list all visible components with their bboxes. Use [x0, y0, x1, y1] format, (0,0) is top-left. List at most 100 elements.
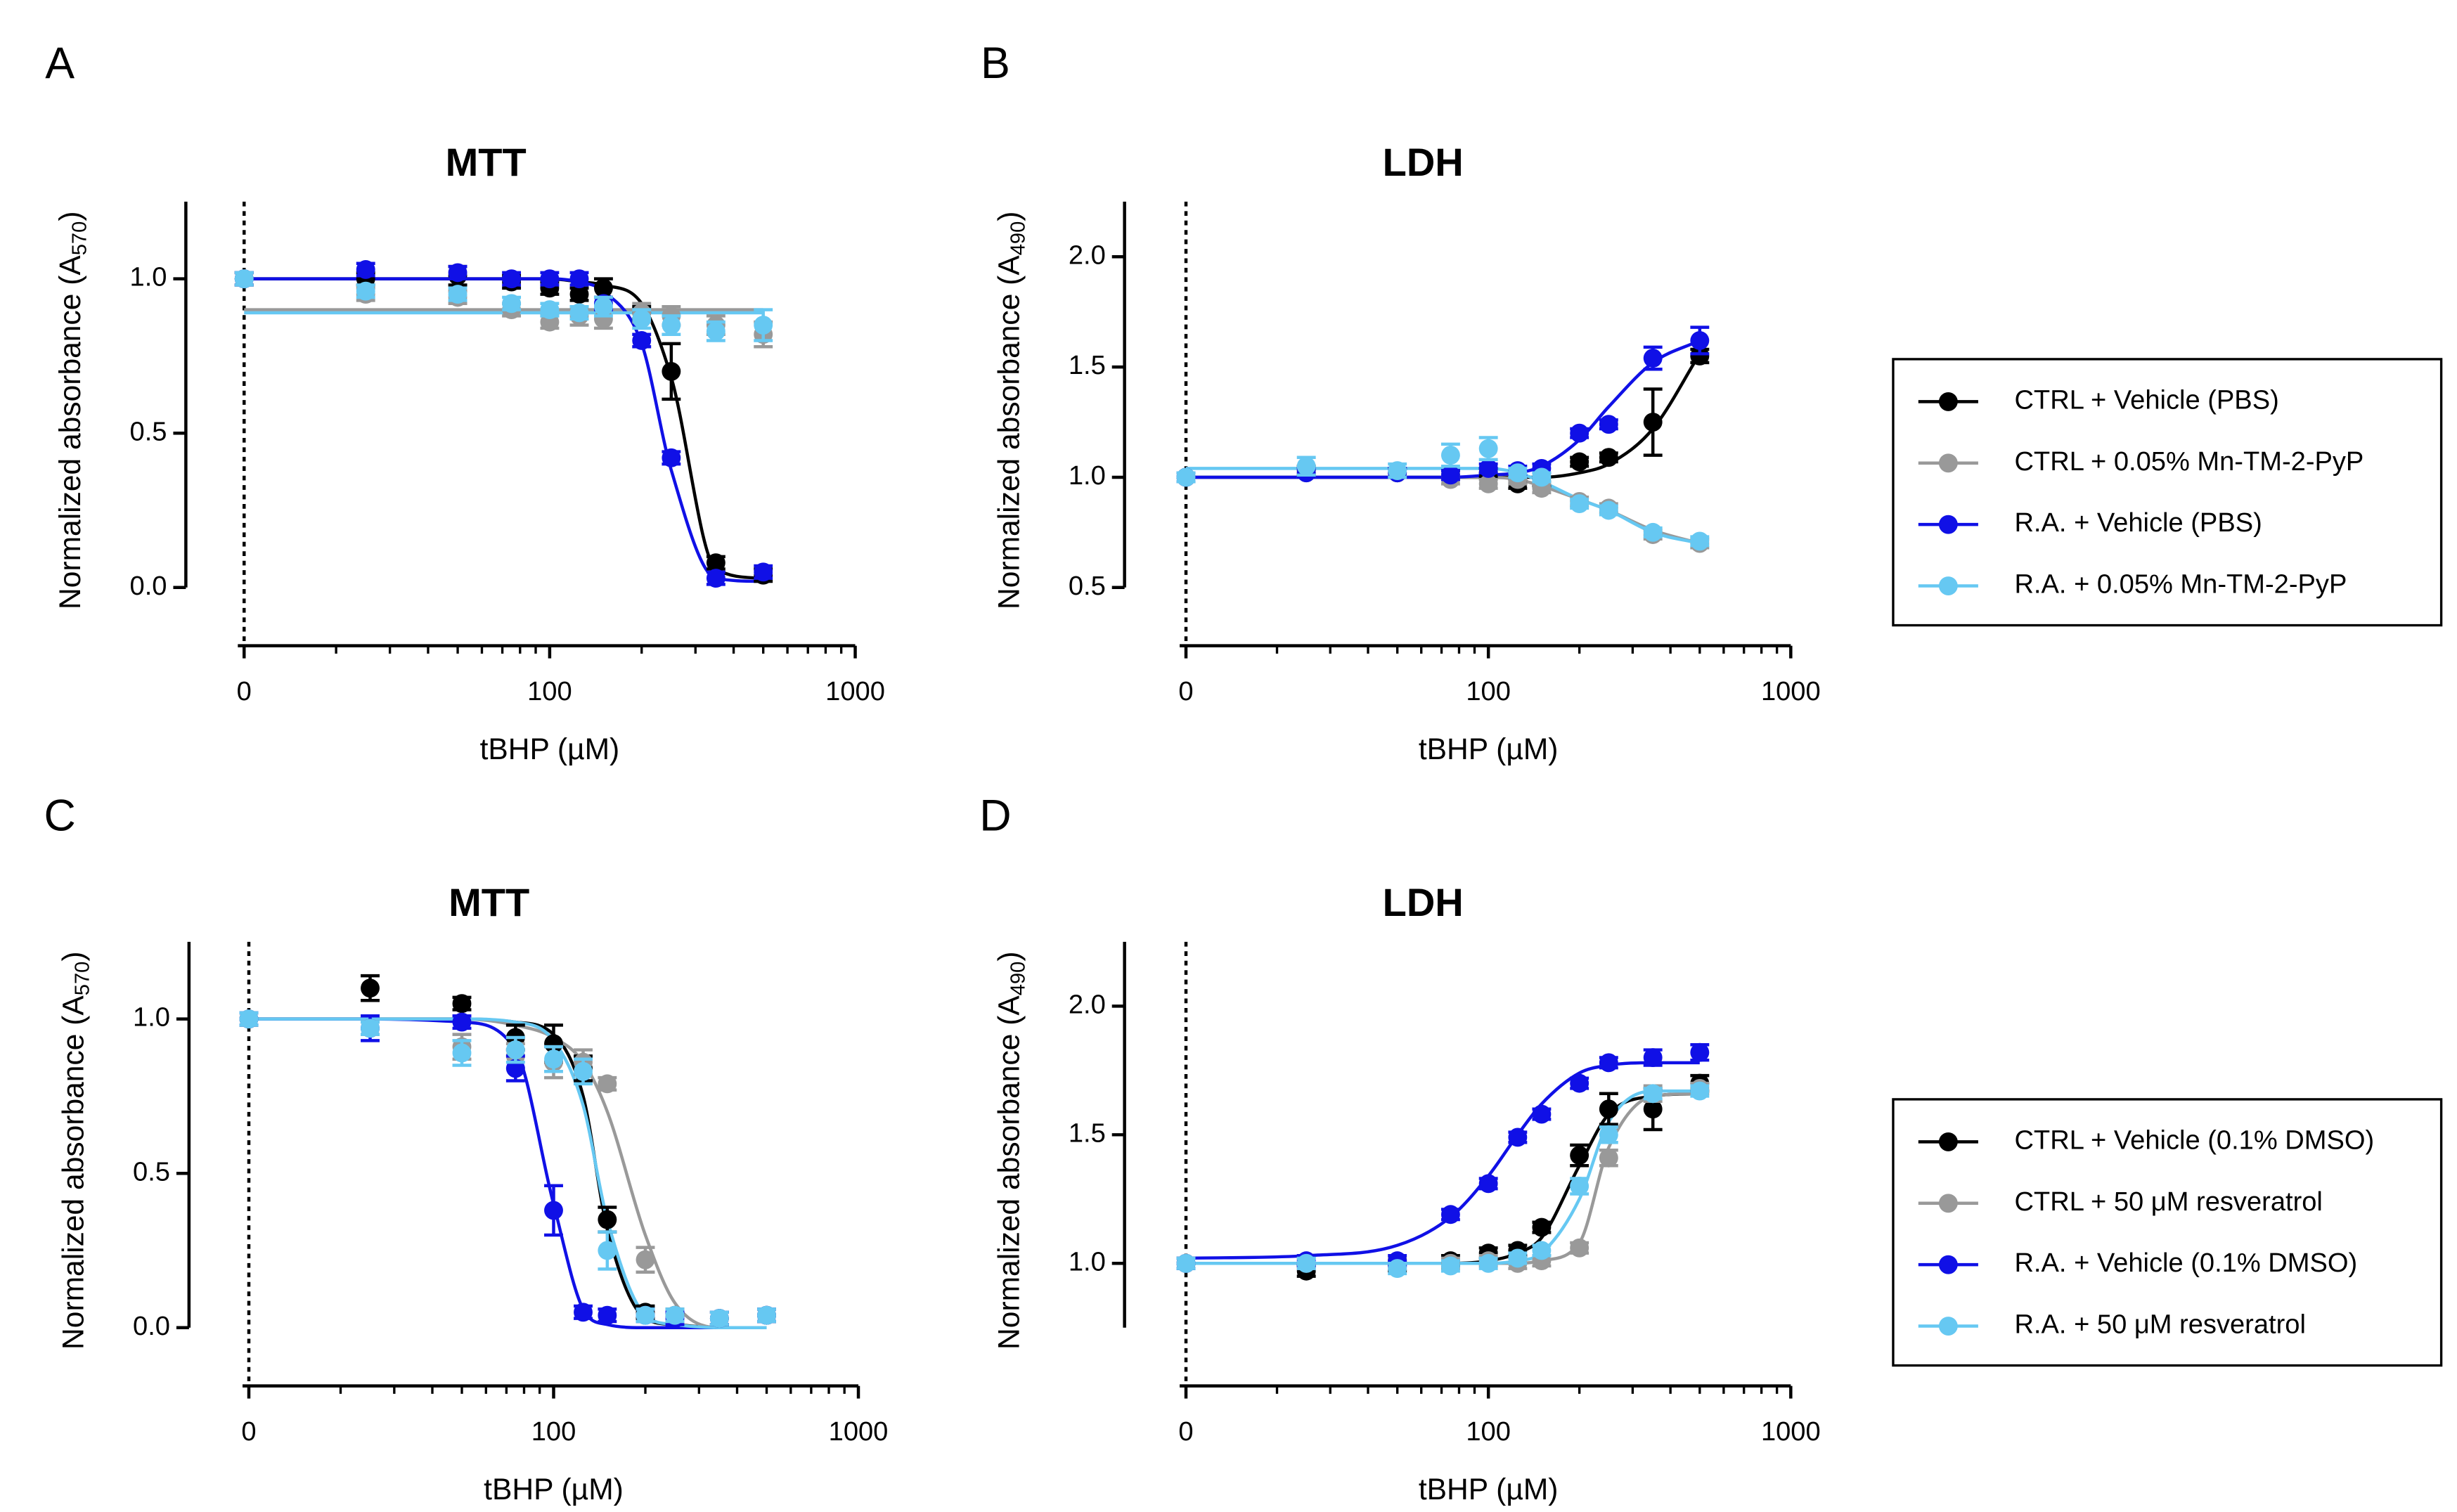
fit-curve: [244, 277, 763, 580]
point: [544, 1049, 563, 1069]
legend-label: R.A. + Vehicle (0.1% DMSO): [2014, 1248, 2357, 1278]
point: [1599, 448, 1618, 467]
point: [1478, 439, 1498, 458]
legend-marker: [1938, 1317, 1958, 1336]
x-tick-label: 100: [527, 677, 572, 706]
point: [754, 316, 773, 335]
legend-marker: [1938, 1255, 1958, 1274]
y-tick-label: 2.0: [1069, 990, 1106, 1019]
point: [593, 278, 613, 298]
point: [452, 1012, 472, 1032]
point: [1532, 1104, 1552, 1124]
point: [636, 1250, 655, 1269]
point: [1643, 1048, 1663, 1067]
legend-marker: [1938, 453, 1958, 473]
point: [234, 269, 254, 289]
y-axis-label-part: Normalized absorbance (A: [57, 995, 91, 1350]
x-axis-label: tBHP (µM): [1419, 1473, 1559, 1506]
x-tick-label: 1000: [1761, 1417, 1821, 1447]
point: [361, 1019, 380, 1038]
x-axis-label: tBHP (µM): [484, 1473, 624, 1506]
y-tick-label: 1.0: [1069, 461, 1106, 491]
point: [502, 294, 522, 314]
point: [1643, 413, 1663, 432]
x-axis-label: tBHP (µM): [1419, 732, 1559, 766]
point: [1570, 1073, 1589, 1093]
panel-letter: B: [981, 39, 1010, 88]
x-tick-label: 100: [1466, 1417, 1511, 1447]
point: [361, 978, 380, 998]
point: [569, 269, 589, 289]
x-axis-label: tBHP (µM): [480, 732, 620, 766]
fit-curve: [1186, 1092, 1700, 1265]
point: [665, 1305, 685, 1325]
point: [706, 321, 726, 341]
y-tick-label: 0.5: [133, 1157, 170, 1187]
point: [540, 269, 560, 289]
point: [598, 1074, 617, 1094]
legend-marker: [1938, 392, 1958, 411]
point: [1532, 1217, 1552, 1237]
x-tick-label: 100: [1466, 677, 1511, 706]
x-tick-label: 1000: [829, 1417, 889, 1447]
y-tick-label: 1.5: [1069, 1118, 1106, 1148]
point: [1599, 415, 1618, 434]
point: [1508, 463, 1528, 483]
y-tick-label: 0.5: [1069, 571, 1106, 601]
panel: B LDH 0.5 1.0 1.5 2.0 0 100 1000 tBHP (µM) Normali…: [981, 39, 2443, 766]
point: [448, 263, 467, 283]
point: [1643, 349, 1663, 368]
point: [1532, 467, 1552, 487]
y-tick-label: 0.5: [130, 417, 167, 446]
point: [1570, 1238, 1589, 1258]
point: [1599, 1125, 1618, 1144]
point: [1478, 474, 1498, 493]
panel-letter: D: [979, 791, 1011, 841]
fit-curve: [1185, 1061, 1700, 1260]
y-tick-label: 1.0: [133, 1003, 170, 1033]
point: [1643, 522, 1663, 542]
y-tick-label: 1.5: [1069, 351, 1106, 380]
point: [636, 1305, 655, 1325]
y-tick-label: 0.0: [130, 571, 167, 601]
y-axis-label-part: 490: [1007, 962, 1029, 996]
x-tick-label: 1000: [1761, 677, 1821, 706]
point: [1690, 331, 1710, 350]
y-tick-label: 1.0: [1069, 1247, 1106, 1277]
y-axis-label: Normalized absorbance (A570): [53, 212, 91, 609]
legend-label: CTRL + 50 μM resveratrol: [2014, 1187, 2322, 1217]
y-axis-label-part: 570: [71, 962, 93, 996]
point: [598, 1305, 617, 1325]
point: [1478, 1253, 1498, 1273]
legend-marker: [1938, 1132, 1958, 1151]
point: [1532, 1241, 1552, 1260]
point: [569, 303, 589, 323]
point: [544, 1201, 563, 1220]
point: [1599, 500, 1618, 520]
legend-label: R.A. + 0.05% Mn-TM-2-PyP: [2014, 570, 2347, 600]
x-tick-label: 0: [1178, 677, 1193, 706]
point: [662, 448, 681, 467]
point: [709, 1309, 729, 1329]
point: [1690, 347, 1710, 366]
fit-curve: [1186, 1089, 1700, 1265]
y-axis-label-part: ): [53, 212, 87, 221]
legend-label: R.A. + Vehicle (PBS): [2014, 508, 2262, 538]
point: [544, 1034, 563, 1054]
point: [662, 316, 681, 335]
y-axis-label-part: ): [57, 951, 91, 961]
point: [632, 331, 652, 350]
point: [1388, 1259, 1407, 1279]
point: [574, 1061, 593, 1081]
chart-title: LDH: [1383, 880, 1464, 924]
x-tick-label: 1000: [825, 677, 885, 706]
y-tick-label: 0.0: [133, 1312, 170, 1341]
x-tick-label: 0: [237, 677, 252, 706]
y-axis-label-part: ): [993, 951, 1026, 961]
fit-curve: [1186, 475, 1701, 545]
point: [1508, 1127, 1528, 1147]
point: [540, 300, 560, 320]
point: [1478, 458, 1498, 478]
point: [569, 285, 589, 304]
point: [1690, 1081, 1710, 1101]
